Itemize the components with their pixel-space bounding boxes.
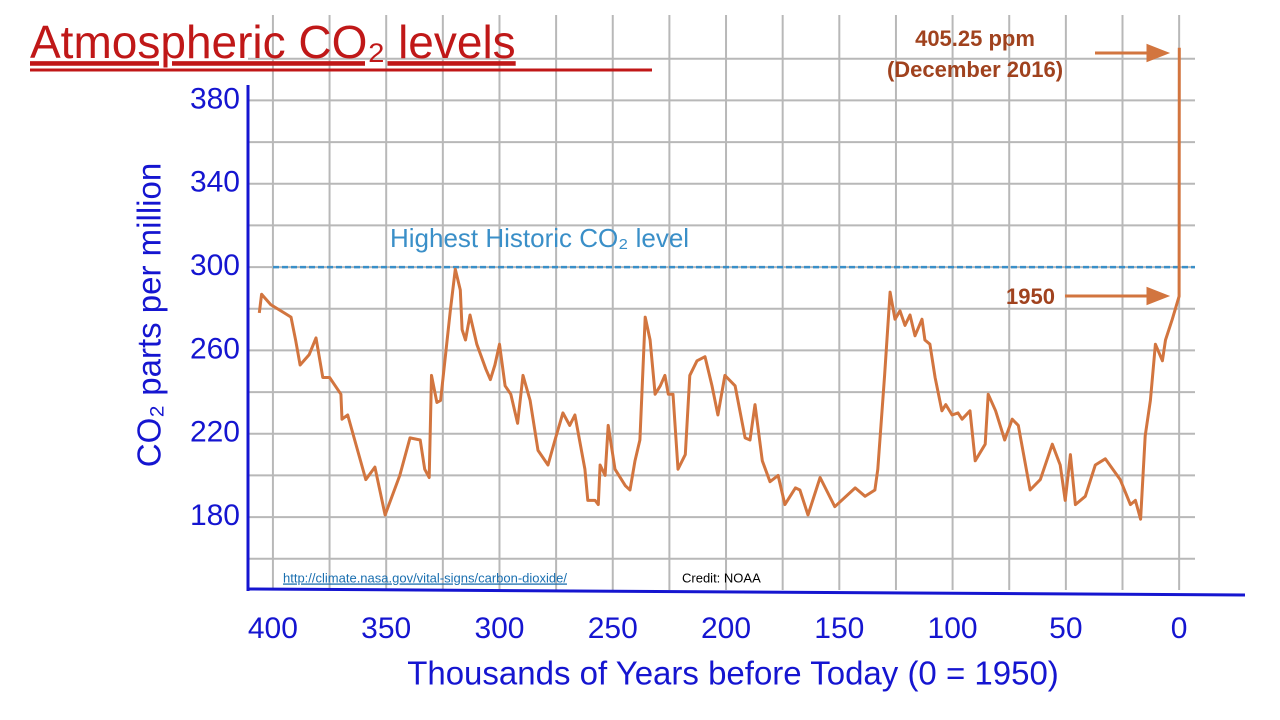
arrows <box>1065 43 1171 306</box>
annotation: (December 2016) <box>887 57 1063 82</box>
x-tick-label: 300 <box>474 612 524 645</box>
x-tick-label: 50 <box>1049 612 1082 645</box>
data-line <box>257 47 1181 521</box>
grid <box>248 15 1195 590</box>
y-tick-label: 220 <box>190 416 240 449</box>
y-tick-label: 260 <box>190 332 240 365</box>
x-tick-label: 100 <box>928 612 978 645</box>
annotation: 1950 <box>1006 284 1055 309</box>
x-tick-label: 250 <box>588 612 638 645</box>
source-link[interactable]: http://climate.nasa.gov/vital-signs/carb… <box>283 570 567 585</box>
x-tick-label: 350 <box>361 612 411 645</box>
y-tick-label: 380 <box>190 82 240 115</box>
y-tick-label: 300 <box>190 249 240 282</box>
arrow-head <box>1146 286 1171 306</box>
x-axis-title: Thousands of Years before Today (0 = 195… <box>407 655 1059 692</box>
y-tick-label: 340 <box>190 166 240 199</box>
x-axis <box>247 587 1246 597</box>
arrow-head <box>1146 43 1171 63</box>
chart-title: Atmospheric CO₂ levels <box>30 16 516 68</box>
x-tick-label: 400 <box>248 612 298 645</box>
reference-label: Highest Historic CO₂ level <box>390 223 689 253</box>
y-tick-label: 180 <box>190 499 240 532</box>
y-axis-title: CO₂ parts per million <box>131 163 168 467</box>
credit: Credit: NOAA <box>682 570 761 585</box>
x-tick-label: 200 <box>701 612 751 645</box>
x-tick-label: 150 <box>814 612 864 645</box>
annotation: 405.25 ppm <box>915 26 1035 51</box>
x-tick-label: 0 <box>1171 612 1188 645</box>
